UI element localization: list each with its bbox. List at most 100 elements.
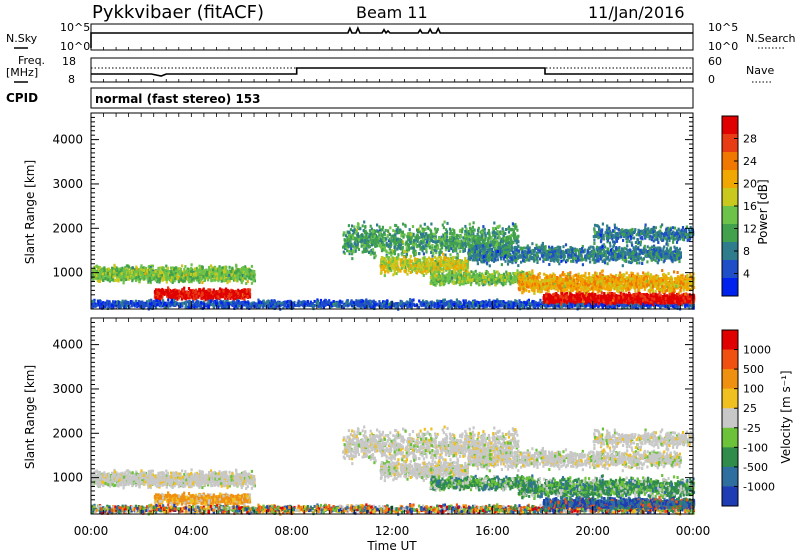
power-cell — [190, 276, 192, 279]
nsky-tick-top: 10^5 — [60, 21, 90, 34]
power-cell — [118, 268, 120, 271]
power-cell — [206, 271, 208, 274]
power-cell — [95, 277, 97, 280]
power-cell — [99, 273, 101, 276]
power-cell — [135, 273, 137, 276]
power-cell — [243, 275, 245, 278]
power-cell — [186, 270, 188, 273]
power-cell — [181, 264, 183, 267]
power-cell — [154, 270, 156, 273]
power-cell — [107, 272, 109, 275]
freq-trace — [91, 68, 693, 76]
power-cell — [162, 267, 164, 270]
power-cell — [204, 279, 206, 282]
date-title: 11/Jan/2016 — [588, 3, 685, 22]
power-cell — [121, 275, 123, 278]
freq-label-2: [MHz] — [6, 66, 38, 79]
power-cell — [155, 279, 157, 282]
power-cell — [174, 274, 176, 277]
power-cell — [131, 266, 133, 269]
power-cell — [178, 280, 180, 283]
power-cell — [113, 270, 115, 273]
power-cell — [170, 279, 172, 282]
power-cell — [152, 271, 154, 274]
power-cell — [194, 268, 196, 271]
power-cell — [144, 276, 146, 279]
power-cell — [184, 265, 186, 268]
power-cell — [216, 277, 218, 280]
power-cell — [251, 275, 253, 278]
power-cell — [126, 264, 128, 267]
power-cell — [224, 279, 226, 282]
freq-tick-bottom: 8 — [68, 73, 75, 86]
power-cell — [184, 277, 186, 280]
power-cell — [121, 272, 123, 275]
nsky-tick-bottom: 10^0 — [60, 40, 90, 53]
power-cell — [147, 278, 149, 281]
power-cell — [194, 273, 196, 276]
power-cell — [184, 271, 186, 274]
power-cell — [147, 274, 149, 277]
power-cell — [191, 263, 193, 266]
power-cell — [150, 268, 152, 271]
power-cell — [223, 271, 225, 274]
power-cell — [117, 280, 119, 283]
power-cell — [157, 271, 159, 274]
nsearch-tick-bottom: 10^0 — [708, 40, 738, 53]
power-cell — [200, 269, 202, 272]
power-cell — [131, 276, 133, 279]
power-cell — [246, 269, 248, 272]
power-cell — [240, 270, 242, 273]
power-cell — [174, 267, 176, 270]
power-cell — [192, 277, 194, 280]
power-cell — [128, 265, 130, 268]
power-cell — [114, 265, 116, 268]
station-title: Pykkvibaer (fitACF) — [92, 2, 264, 23]
power-cell — [201, 265, 203, 268]
nsearch-tick-top: 10^5 — [708, 21, 738, 34]
power-cell — [179, 272, 181, 275]
power-cell — [199, 276, 201, 279]
power-cell — [149, 277, 151, 280]
power-cell — [233, 277, 235, 280]
power-cell — [167, 267, 169, 270]
power-cell — [211, 275, 213, 278]
power-cell — [140, 264, 142, 267]
power-cell — [227, 280, 229, 283]
nave-tick-top: 60 — [708, 55, 722, 68]
power-cell — [102, 279, 104, 282]
power-cell — [123, 279, 125, 282]
power-cell — [183, 274, 185, 277]
power-cell — [176, 273, 178, 276]
power-cell — [127, 271, 129, 274]
power-cell — [229, 266, 231, 269]
power-cell — [127, 276, 129, 279]
power-cell — [251, 265, 253, 268]
power-cell — [123, 271, 125, 274]
nsky-trace — [91, 28, 693, 48]
power-cell — [212, 268, 214, 271]
power-cell — [164, 272, 166, 275]
power-cell — [181, 279, 183, 282]
nsky-panel-frame — [91, 24, 693, 50]
power-cell — [131, 271, 133, 274]
power-cell — [150, 271, 152, 274]
power-cell — [226, 273, 228, 276]
power-cell — [105, 274, 107, 277]
power-cell — [228, 274, 230, 277]
power-cell — [202, 275, 204, 278]
power-cell — [146, 269, 148, 272]
power-cell — [201, 281, 203, 284]
power-cell — [100, 269, 102, 272]
power-cell — [252, 270, 254, 273]
power-cell — [138, 280, 140, 283]
power-cell — [131, 279, 133, 282]
power-cell — [207, 276, 209, 279]
power-cell — [157, 275, 159, 278]
power-cell — [137, 269, 139, 272]
power-cell — [212, 271, 214, 274]
freq-panel-frame — [91, 58, 693, 82]
power-cell — [102, 273, 104, 276]
power-cell — [231, 273, 233, 276]
power-cell — [103, 266, 105, 269]
